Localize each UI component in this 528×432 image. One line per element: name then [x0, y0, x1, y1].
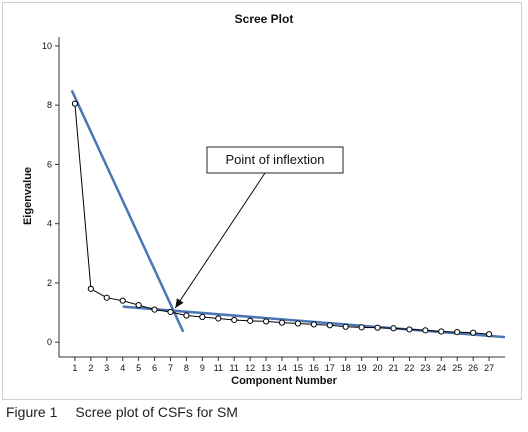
x-tick-label: 11 — [214, 363, 223, 373]
data-point — [183, 312, 190, 319]
x-axis-label: Component Number — [231, 375, 337, 387]
x-tick-label: 5 — [136, 363, 141, 373]
x-tick-label: 6 — [152, 363, 157, 373]
x-tick-label: 18 — [341, 363, 351, 373]
data-point — [294, 320, 302, 327]
x-tick-label: 21 — [388, 363, 398, 373]
chart-frame: Scree Plot 0 2 4 6 8 10 1 2 3 4 5 6 7 8 9 11 11 12 13 14 15 1… — [2, 2, 522, 400]
y-tick-label: 10 — [42, 41, 52, 51]
data-point — [422, 327, 429, 334]
data-point — [374, 324, 381, 331]
figure-caption-label: Figure 1 — [6, 404, 58, 420]
annotation-arrow-line — [174, 172, 266, 309]
x-tick-label: 16 — [309, 363, 319, 373]
x-tick-label: 27 — [484, 363, 494, 373]
x-tick-label: 17 — [325, 363, 335, 373]
y-tick-label: 4 — [47, 219, 52, 229]
x-tick-label: 13 — [261, 363, 271, 373]
data-point — [135, 302, 142, 309]
data-point — [358, 324, 365, 331]
x-tick-label: 11 — [230, 363, 239, 373]
x-tick-label: 3 — [104, 363, 109, 373]
data-point — [215, 315, 222, 322]
y-tick-label: 8 — [47, 100, 52, 110]
x-tick-label: 22 — [404, 363, 414, 373]
x-tick-label: 20 — [373, 363, 383, 373]
data-point — [438, 328, 445, 335]
data-point — [326, 322, 333, 329]
x-tick-label: 25 — [452, 363, 462, 373]
x-tick-label: 1 — [72, 363, 77, 373]
x-tick-label: 9 — [200, 363, 205, 373]
figure-caption: Figure 1 Scree plot of CSFs for SM — [6, 404, 238, 420]
data-point — [151, 306, 158, 313]
data-point — [278, 319, 286, 326]
data-point — [390, 325, 397, 332]
data-point — [167, 308, 174, 316]
y-axis-label: Eigenvalue — [22, 167, 34, 225]
y-tick-label: 2 — [47, 278, 52, 288]
x-tick-label: 8 — [184, 363, 189, 373]
y-tick-label: 0 — [47, 337, 52, 347]
x-tick-label: 2 — [88, 363, 93, 373]
figure-caption-text: Scree plot of CSFs for SM — [75, 404, 238, 420]
data-point — [485, 331, 493, 338]
x-tick-label: 24 — [436, 363, 446, 373]
x-tick-label: 12 — [245, 363, 255, 373]
annotation-arrowhead — [175, 298, 184, 308]
data-point — [262, 318, 270, 325]
y-tick-label: 6 — [47, 159, 52, 169]
data-point — [310, 321, 317, 328]
chart-title: Scree Plot — [235, 12, 294, 26]
data-point — [406, 326, 413, 333]
data-point — [119, 297, 126, 304]
x-tick-label: 19 — [357, 363, 367, 373]
x-tick-label: 7 — [168, 363, 173, 373]
data-point — [103, 294, 110, 301]
data-point — [454, 329, 461, 336]
series-line — [74, 103, 490, 335]
data-point — [247, 317, 254, 324]
data-point — [470, 329, 477, 336]
x-tick-label: 14 — [277, 363, 287, 373]
data-point — [87, 285, 94, 292]
x-tick-label: 4 — [120, 363, 125, 373]
annotation-box — [206, 146, 344, 174]
trend-line — [70, 89, 185, 333]
x-tick-label: 26 — [468, 363, 478, 373]
data-point — [231, 316, 238, 324]
data-point — [199, 313, 206, 321]
annotation-text: Point of inflextion — [225, 152, 324, 167]
data-point — [71, 100, 79, 107]
x-tick-label: 15 — [293, 363, 303, 373]
x-tick-label: 23 — [420, 363, 430, 373]
data-point — [342, 323, 349, 330]
